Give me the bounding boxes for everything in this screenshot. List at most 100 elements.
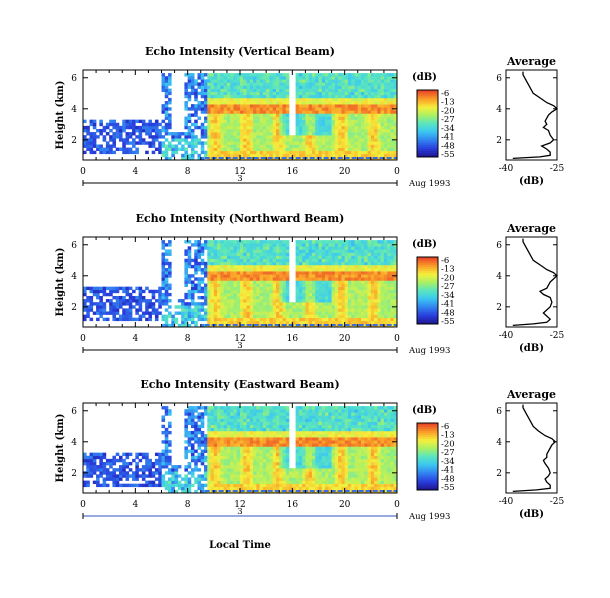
heatmap-cell [259,135,264,139]
y-axis-label: Height (km) [55,248,66,317]
heatmap-cell [334,116,339,120]
heatmap-cell [164,138,169,142]
heatmap-cell [390,156,395,161]
heatmap-cell [328,122,332,127]
heatmap-cell [249,147,254,151]
heatmap-cell [197,452,202,457]
heatmap-cell [190,113,195,117]
heatmap-cell [158,144,162,148]
heatmap-cell [194,79,198,83]
heatmap-cell [308,113,313,117]
heatmap-cell [141,471,146,475]
heatmap-cell [184,277,188,281]
heatmap-cell [354,110,359,114]
heatmap-cell [194,311,198,315]
heatmap-cell [246,97,251,102]
heatmap-cell [266,101,270,105]
heatmap-cell [256,283,260,287]
heatmap-cell [171,147,175,151]
heatmap-cell [210,465,215,469]
heatmap-cell [226,461,231,466]
heatmap-cell [200,107,205,111]
heatmap-cell [256,101,260,105]
heatmap-cell [256,252,260,256]
heatmap-cell [164,412,169,416]
heatmap-cell [370,240,375,244]
heatmap-cell [354,132,359,136]
heatmap-cell [393,150,398,155]
heatmap-cell [272,302,277,306]
heatmap-cell [249,82,254,86]
heatmap-cell [393,249,398,253]
heatmap-cell [370,76,375,80]
heatmap-cell [96,295,100,300]
heatmap-cell [328,76,332,80]
heatmap-cell [318,97,323,102]
heatmap-cell [243,76,247,80]
heatmap-cell [213,274,218,278]
heatmap-cell [266,268,270,272]
heatmap-cell [243,299,247,303]
heatmap-cell [380,119,385,124]
heatmap-cell [318,271,323,275]
heatmap-cell [259,122,264,127]
heatmap-cell [236,255,241,260]
heatmap-cell [318,302,323,306]
heatmap-cell [184,258,188,263]
heatmap-cell [253,249,257,253]
heatmap-cell [282,264,287,269]
heatmap-cell [145,452,149,457]
heatmap-cell [305,286,309,291]
heatmap-cell [249,289,254,294]
heatmap-cell [164,104,169,108]
heatmap-cell [325,113,329,117]
heatmap-cell [295,311,300,315]
heatmap-cell [367,317,372,322]
heatmap-cell [357,299,362,303]
heatmap-cell [240,264,244,269]
heatmap-cell [295,101,300,105]
heatmap-cell [145,468,149,472]
heatmap-cell [243,430,247,435]
heatmap-cell [253,88,257,93]
heatmap-cell [240,314,244,318]
heatmap-cell [383,156,388,161]
heatmap-cell [328,79,332,83]
heatmap-cell [151,465,156,469]
heatmap-cell [233,97,238,102]
heatmap-cell [308,135,313,139]
heatmap-cell [331,104,336,108]
heatmap-cell [325,132,329,136]
heatmap-cell [99,305,103,309]
heatmap-cell [344,277,349,281]
heatmap-cell [240,443,244,447]
heatmap-cell [161,280,166,284]
heatmap-cell [240,483,244,488]
heatmap-cell [380,113,385,117]
heatmap-cell [190,437,195,441]
heatmap-cell [331,128,336,133]
heatmap-cell [200,430,205,435]
heatmap-cell [246,85,251,89]
heatmap-cell [259,113,264,117]
heatmap-cell [243,437,247,441]
heatmap-cell [102,317,107,322]
colorbar-segment [417,131,438,134]
heatmap-cell [213,91,218,96]
heatmap-cell [338,94,342,99]
heatmap-cell [187,153,192,158]
heatmap-cell [315,128,319,133]
heatmap-cell [318,88,323,93]
heatmap-cell [96,292,100,297]
heatmap-cell [184,465,188,469]
heatmap-cell [275,138,280,142]
heatmap-cell [351,122,355,127]
heatmap-cell [298,97,303,102]
heatmap-cell [154,461,159,466]
heatmap-cell [341,150,345,155]
heatmap-cell [194,94,198,99]
chart-title: Echo Intensity (Eastward Beam) [140,378,339,391]
heatmap-cell [279,258,283,263]
heatmap-cell [253,132,257,136]
heatmap-cell [315,150,319,155]
